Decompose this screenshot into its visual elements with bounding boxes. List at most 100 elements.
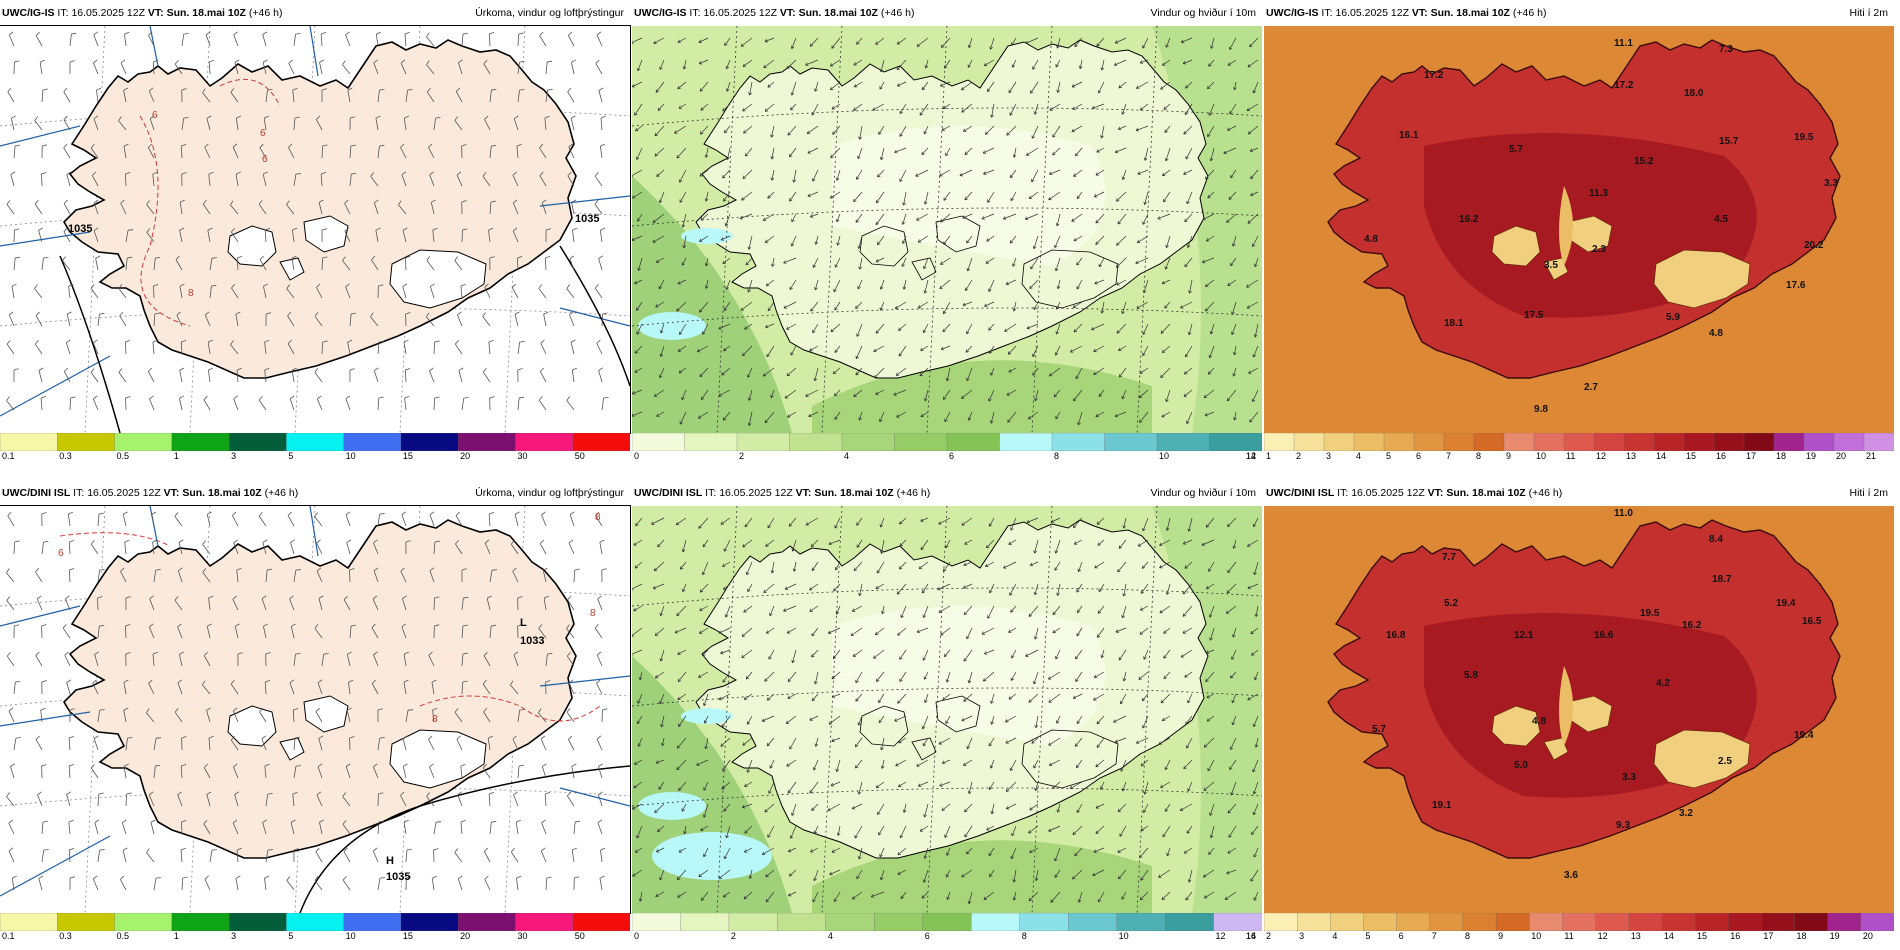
valid-label: VT: (163, 487, 180, 499)
legend-swatch (515, 433, 574, 451)
map-area: 6 6 6 8 1035 1035 (0, 25, 631, 434)
legend-swatch (1353, 433, 1385, 451)
temperature-label: 11.0 (1614, 508, 1633, 519)
legend-tick-label: 8 (1464, 931, 1470, 941)
temperature-label: 7.7 (1442, 552, 1456, 563)
glacier-outline (859, 225, 909, 267)
model-name: UWC/IG-IS (1266, 7, 1319, 19)
legend-swatch (1116, 913, 1166, 931)
pressure-label: 1035 (575, 213, 599, 225)
panel-title: Úrkoma, vindur og loftþrýstingur (475, 7, 624, 19)
strong-wind (681, 708, 733, 724)
legend-swatch (286, 913, 345, 931)
map-area: 6 8 8 8 L 1033 H 1035 (0, 505, 631, 914)
lead-time: (+46 h) (1512, 7, 1547, 19)
init-label: IT: (689, 7, 701, 19)
temperature-label: 17.5 (1524, 310, 1544, 321)
init-time: 16.05.2025 12Z (87, 487, 161, 499)
glacier-outline (859, 705, 909, 747)
run-info: UWC/IG-IS IT: 16.05.2025 12Z VT: Sun. 18… (634, 0, 914, 26)
legend-swatch (1264, 913, 1298, 931)
legend-tick-label: 50 (574, 931, 585, 941)
temperature-label: 3.6 (1564, 870, 1578, 881)
contour-label: 8 (188, 288, 194, 299)
legend-swatch (1595, 913, 1630, 931)
lead-time: (+46 h) (896, 487, 931, 499)
legend-svg (0, 913, 630, 931)
legend-tick-label: 19 (1829, 931, 1840, 941)
lead-time: (+46 h) (264, 487, 299, 499)
legend-tick-label: 2 (1266, 931, 1272, 941)
panel-header: UWC/DINI ISL IT: 16.05.2025 12Z VT: Sun.… (1264, 480, 1894, 506)
map-panel-precip: UWC/DINI ISL IT: 16.05.2025 12Z VT: Sun.… (0, 480, 631, 945)
panel-header: UWC/IG-IS IT: 16.05.2025 12Z VT: Sun. 18… (632, 0, 1262, 26)
run-info: UWC/IG-IS IT: 16.05.2025 12Z VT: Sun. 18… (1266, 0, 1546, 26)
color-legend (1264, 433, 1894, 451)
legend-swatch (1628, 913, 1663, 931)
legend-swatch (736, 433, 791, 451)
legend-swatch (1728, 913, 1763, 931)
temperature-label: 4.8 (1532, 716, 1546, 727)
cool-glacier (1653, 249, 1751, 309)
legend-swatch (777, 913, 827, 931)
legend-tick-label: 11 (1564, 931, 1574, 941)
legend-swatch (1860, 913, 1894, 931)
wind-barbs (6, 511, 608, 891)
valid-label: VT: (779, 7, 796, 19)
legend-tick-label: 6 (1416, 451, 1422, 461)
legend-swatch (680, 913, 730, 931)
legend-tick-label: 15 (1686, 451, 1697, 461)
map-svg: 6 6 6 8 1035 1035 (0, 26, 630, 433)
legend-tick-label: 8 (1021, 931, 1027, 941)
glacier (303, 695, 349, 733)
legend-swatch (343, 913, 402, 931)
contour-label: 6 (58, 548, 64, 559)
temperature-label: 4.2 (1656, 678, 1670, 689)
legend-tick-label: 11 (1566, 451, 1576, 461)
valid-time: Sun. 18.mai 10Z (1430, 7, 1510, 19)
legend-swatch (515, 913, 574, 931)
legend-svg (1264, 433, 1894, 451)
legend-tick-label: 6 (1398, 931, 1404, 941)
temperature-label: 16.5 (1802, 616, 1822, 627)
legend-swatch (1743, 433, 1775, 451)
temperature-label: 17.2 (1614, 80, 1634, 91)
legend-swatch (1413, 433, 1445, 451)
pressure-label: H (386, 855, 394, 867)
map-svg (632, 26, 1262, 433)
legend-tick-label: 0.1 (2, 451, 15, 461)
temperature-label: 3.3 (1622, 772, 1636, 783)
legend-tick-label: 17 (1746, 451, 1757, 461)
legend-swatch (1297, 913, 1331, 931)
temperature-label: 4.8 (1364, 234, 1378, 245)
temperature-label: 20.2 (1804, 240, 1824, 251)
temperature-label: 4.8 (1709, 328, 1723, 339)
legend-swatch (343, 433, 402, 451)
glacier (389, 249, 487, 309)
legend-swatch (632, 433, 686, 451)
contour-label: 8 (595, 512, 601, 523)
run-info: UWC/DINI ISL IT: 16.05.2025 12Z VT: Sun.… (1266, 480, 1562, 506)
legend-tick-label: 4 (1356, 451, 1362, 461)
legend-tick-label: 1 (173, 931, 179, 941)
legend-tick-label: 4 (1332, 931, 1338, 941)
legend-tick-label: 17 (1763, 931, 1774, 941)
legend-tick-label: 1 (173, 451, 179, 461)
legend-tick-label: 14 (1663, 931, 1674, 941)
temperature-label: 19.1 (1432, 800, 1452, 811)
temperature-label: 16.8 (1386, 630, 1406, 641)
legend-tick-label: 1 (1266, 451, 1272, 461)
panel-header: UWC/IG-IS IT: 16.05.2025 12Z VT: Sun. 18… (0, 0, 630, 26)
legend-swatch (1443, 433, 1475, 451)
temperature-label: 5.7 (1372, 724, 1386, 735)
legend-swatch (1833, 433, 1865, 451)
map-area: 11.0 8.4 7.7 18.7 5.2 19.5 16.2 19.4 16.8 12.1 16.… (1264, 506, 1894, 913)
legend-tick-label: 8 (1054, 451, 1060, 461)
contour-label: 8 (590, 608, 596, 619)
legend-tick-label: 14 (1656, 451, 1667, 461)
legend-swatch (572, 433, 630, 451)
legend-tick-label: 21 (1866, 451, 1877, 461)
legend-swatch (57, 433, 116, 451)
cool-highland (1559, 666, 1573, 746)
legend-swatch (1429, 913, 1464, 931)
